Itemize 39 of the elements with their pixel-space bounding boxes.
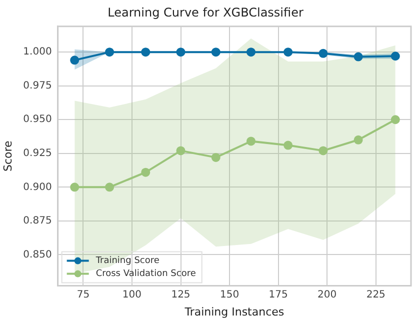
point: [211, 48, 220, 57]
point: [354, 135, 363, 144]
point: [318, 48, 328, 58]
point: [141, 168, 150, 177]
point: [141, 48, 150, 57]
point: [105, 182, 114, 192]
point: [70, 182, 80, 192]
point: [105, 48, 114, 57]
point: [390, 52, 400, 61]
y-tick-label: 0.950: [23, 114, 52, 126]
legend-label: Cross Validation Score: [96, 269, 196, 280]
x-tick-label: 200: [318, 289, 337, 300]
point: [390, 115, 400, 124]
point: [318, 146, 328, 156]
y-tick-label: 0.875: [23, 216, 52, 227]
y-tick-label: 0.925: [23, 148, 52, 159]
x-tick-label: 100: [122, 289, 142, 300]
y-tick-label: 0.975: [23, 80, 52, 92]
x-tick-label: 150: [220, 289, 240, 300]
legend-label: Training Score: [94, 256, 160, 266]
y-tick-label: 1.000: [23, 46, 52, 58]
point: [70, 56, 80, 65]
y-axis-title: Score: [1, 140, 14, 172]
point: [246, 48, 256, 57]
point: [284, 140, 293, 150]
x-tick-label: 125: [171, 289, 190, 300]
y-tick-label: 0.900: [23, 182, 52, 193]
point: [354, 52, 363, 62]
point: [211, 152, 220, 162]
point: [176, 146, 186, 156]
x-tick-label: 175: [268, 289, 288, 300]
point: [246, 136, 256, 146]
x-tick-label: 75: [76, 289, 90, 300]
point: [284, 48, 293, 57]
chart-title: Learning Curve for XGBClassifier: [108, 5, 304, 20]
y-tick-label: 0.850: [23, 249, 52, 260]
x-tick-label: 225: [366, 289, 386, 300]
point: [176, 48, 186, 57]
x-axis-title: Training Instances: [184, 305, 284, 318]
